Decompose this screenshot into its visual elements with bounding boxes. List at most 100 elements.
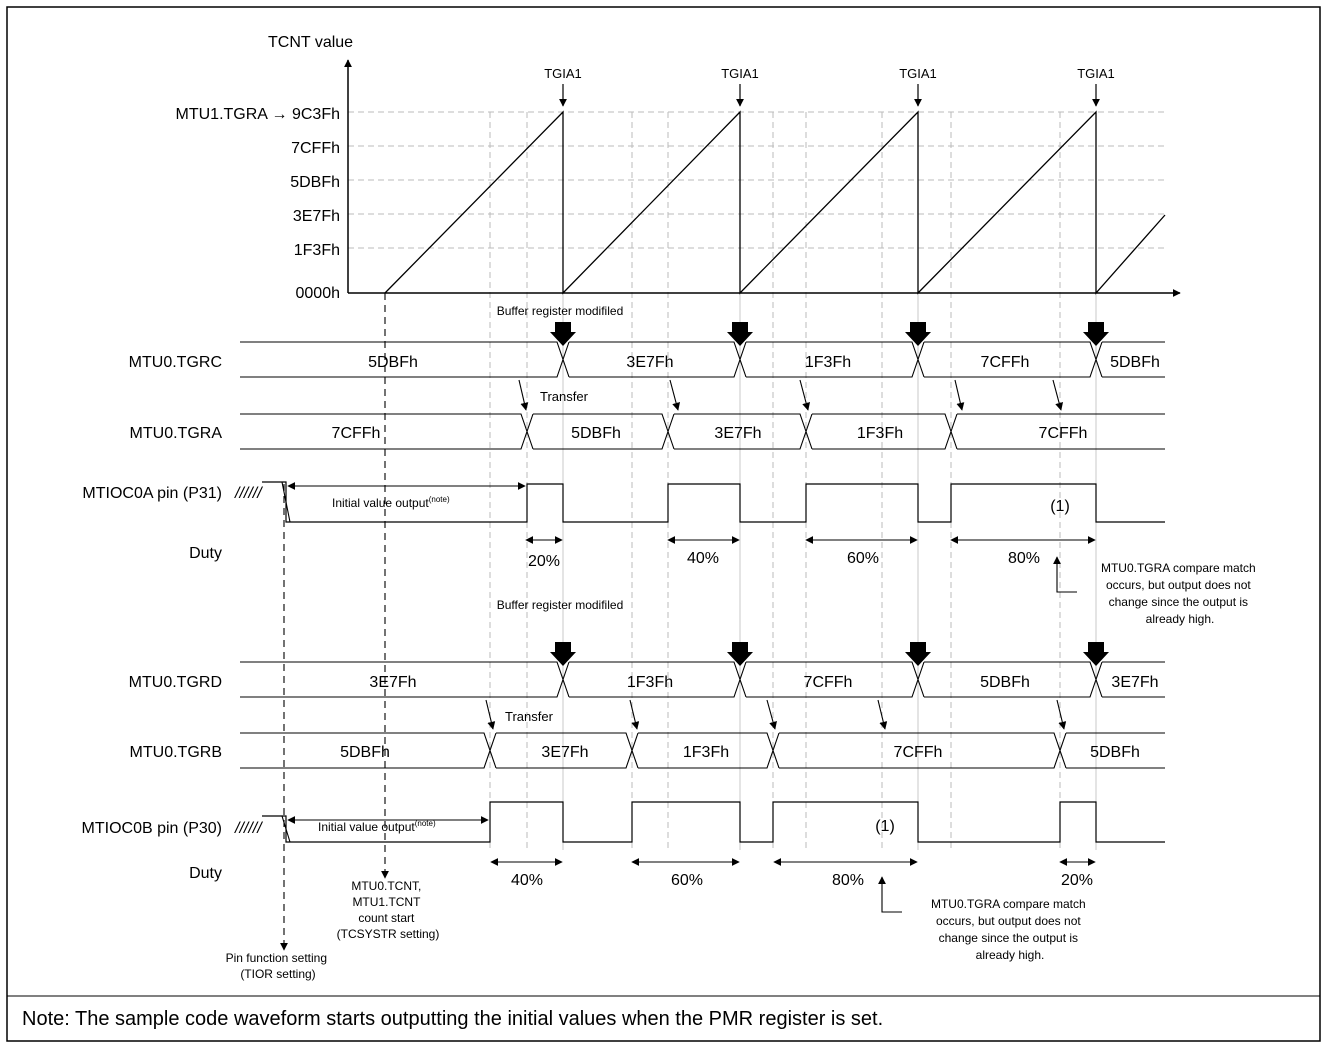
tick-label-5dbf: 5DBFh [290,174,340,191]
duty-b-4: 20% [1061,872,1093,889]
transfer-arrow-a5 [1052,379,1064,411]
initial-value-text-a: Initial value output [332,496,429,510]
hatch-edge-a [281,481,291,523]
marker-a: (1) [1050,498,1070,515]
buffer-modified-label-b: Buffer register modifiled [497,598,624,612]
note-sup-a: (note) [429,495,450,504]
compare-note-b-line-3: change since the output is [939,931,1078,945]
hatch-a: ////// [234,485,263,502]
compare-note-b-line-4: already high. [976,948,1045,962]
tgrc-value-4: 7CFFh [981,354,1030,371]
transfer-arrow-a4 [954,379,965,411]
duty-a-1: 20% [528,553,560,570]
tgra-bus [240,413,1165,450]
tgrd-bus [240,661,1165,698]
axis-title: TCNT value [268,34,353,51]
row-label-tgra: MTU0.TGRA [130,425,223,442]
tgrd-value-4: 5DBFh [980,674,1030,691]
duty-a-4: 80% [1008,550,1040,567]
row-label-pin-a: MTIOC0A pin (P31) [82,485,222,502]
transfer-label-a: Transfer [540,389,589,404]
pin-waveforms [262,481,1165,843]
pin-function-label: Pin function setting (TIOR setting) [226,951,331,981]
buffer-modified-label-a: Buffer register modifiled [497,304,624,318]
tgra-value-2: 5DBFh [571,425,621,442]
count-start-line-3: count start [358,911,415,925]
hatch-b: ////// [234,820,263,837]
tgra-value-4: 1F3Fh [857,425,903,442]
duty-b-3: 80% [832,872,864,889]
misc-labels: Buffer register modifiled Buffer registe… [226,304,1259,981]
tgrb-value-4: 7CFFh [894,744,943,761]
tcnt-sawtooth [384,84,1166,295]
tgrb-value-3: 1F3Fh [683,744,729,761]
row-label-tgrd: MTU0.TGRD [129,674,222,691]
pin-function-line-2: (TIOR setting) [240,967,315,981]
tgrb-bus [240,732,1165,769]
marker-b: (1) [875,818,895,835]
bottom-note: Note: The sample code waveform starts ou… [22,1008,883,1030]
duty-labels: 20% 40% 60% 80% 40% 60% 80% 20% [511,550,1093,889]
buffer-arrow-a-1 [550,322,576,346]
initial-value-label-b: Initial value output(note) [318,819,436,834]
tgrd-value-2: 1F3Fh [627,674,673,691]
note-sup-b: (note) [415,819,436,828]
count-start-label: MTU0.TCNT, MTU1.TCNT count start (TCSYST… [337,879,440,941]
buffer-arrow-b-2 [727,642,753,666]
count-start-line-4: (TCSYSTR setting) [337,927,440,941]
compare-note-b: MTU0.TGRA compare match occurs, but outp… [931,897,1089,962]
transfer-arrow-a2 [669,379,681,411]
tgrc-value-1: 5DBFh [368,354,418,371]
transfer-arrow-b3 [766,699,777,730]
duty-b-1: 40% [511,872,543,889]
tgrd-value-5: 3E7Fh [1111,674,1158,691]
duty-b-2: 60% [671,872,703,889]
tgrc-bus [240,341,1165,378]
pin-a-waveform [262,481,1165,523]
transfer-arrow-b2 [629,699,640,730]
initial-value-text-b: Initial value output [318,820,415,834]
compare-callout-b [878,876,902,913]
bus-value-labels: 5DBFh 3E7Fh 1F3Fh 7CFFh 5DBFh 7CFFh 5DBF… [332,354,1160,761]
count-start-line-1: MTU0.TCNT, [351,879,421,893]
tgrc-value-2: 3E7Fh [626,354,673,371]
hatch-edge-b [281,815,291,843]
tick-label-7cff: 7CFFh [291,140,340,157]
compare-note-a-line-2: occurs, but output does not [1106,578,1251,592]
guide-lines [348,111,1165,850]
tick-label-9c3f: MTU1.TGRA → 9C3Fh [176,106,340,123]
tgia-label-3: TGIA1 [899,66,937,81]
tgrd-value-3: 7CFFh [804,674,853,691]
compare-note-b-line-1: MTU0.TGRA compare match [931,897,1086,911]
duty-a-3: 60% [847,550,879,567]
tgrd-value-1: 3E7Fh [369,674,416,691]
row-label-duty-b: Duty [189,865,222,882]
transfer-arrow-b5 [1056,699,1067,730]
transfer-arrow-a1 [518,379,529,411]
compare-note-a-line-4: already high. [1146,612,1215,626]
tgra-value-3: 3E7Fh [714,425,761,442]
tick-label-0000: 0000h [296,285,341,302]
tgia-label-1: TGIA1 [544,66,582,81]
compare-note-a-line-3: change since the output is [1109,595,1248,609]
compare-note-b-line-2: occurs, but output does not [936,914,1081,928]
register-buses [240,341,1165,769]
tgrc-value-5: 5DBFh [1110,354,1160,371]
sawtooth-path [384,110,1166,295]
y-tick-labels: MTU1.TGRA → 9C3Fh 7CFFh 5DBFh 3E7Fh 1F3F… [176,106,340,302]
transfer-arrow-a3 [799,379,811,411]
diagram-frame [6,6,1321,1042]
transfer-label-b: Transfer [505,709,554,724]
tgrb-value-1: 5DBFh [340,744,390,761]
row-labels: MTU0.TGRC MTU0.TGRA MTIOC0A pin (P31) Du… [82,354,223,882]
tick-label-1f3f: 1F3Fh [294,242,340,259]
buffer-arrow-b-3 [905,642,931,666]
tgrc-value-3: 1F3Fh [805,354,851,371]
compare-note-a: MTU0.TGRA compare match occurs, but outp… [1101,561,1259,626]
tgra-value-5: 7CFFh [1039,425,1088,442]
tgia-label-2: TGIA1 [721,66,759,81]
tgia-labels: TGIA1 TGIA1 TGIA1 TGIA1 [544,66,1115,81]
count-start-line-2: MTU1.TCNT [352,895,421,909]
transfer-arrow-b4 [877,699,888,730]
